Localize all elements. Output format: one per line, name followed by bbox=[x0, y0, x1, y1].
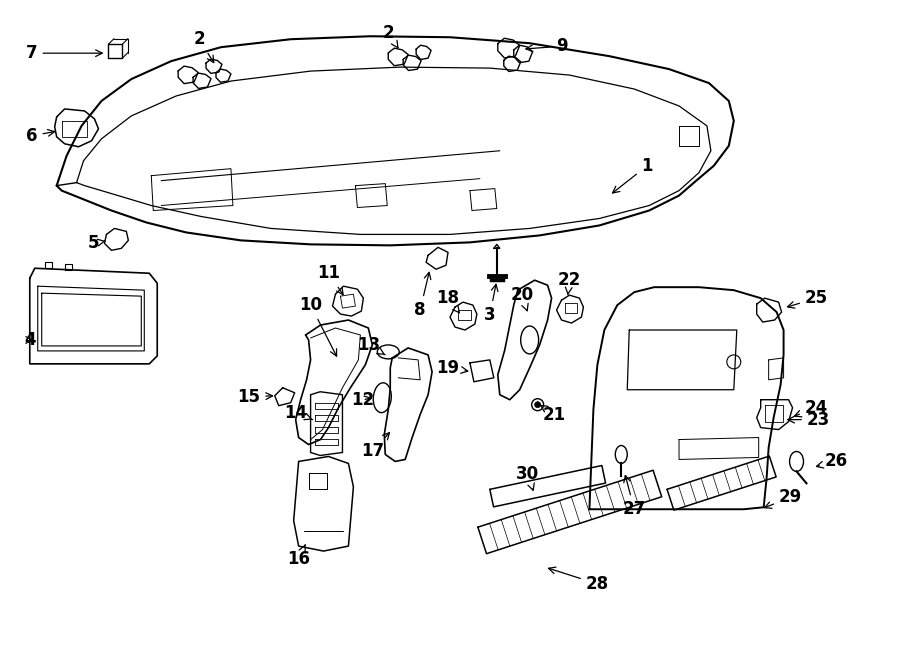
Text: 21: 21 bbox=[540, 405, 566, 424]
Text: 1: 1 bbox=[613, 157, 652, 193]
Text: 16: 16 bbox=[287, 545, 310, 568]
Text: 2: 2 bbox=[194, 30, 214, 63]
Text: 15: 15 bbox=[238, 388, 273, 406]
Text: 24: 24 bbox=[795, 399, 828, 417]
Text: 5: 5 bbox=[88, 235, 105, 253]
Text: 26: 26 bbox=[816, 452, 848, 471]
Text: 7: 7 bbox=[26, 44, 103, 62]
Text: 28: 28 bbox=[549, 567, 609, 593]
Text: 3: 3 bbox=[484, 284, 498, 324]
Text: 2: 2 bbox=[382, 24, 398, 48]
Text: 22: 22 bbox=[558, 271, 581, 295]
Text: 29: 29 bbox=[765, 488, 802, 508]
Text: 18: 18 bbox=[436, 289, 460, 313]
Text: 8: 8 bbox=[414, 272, 431, 319]
Text: 17: 17 bbox=[361, 433, 390, 461]
Text: 14: 14 bbox=[284, 404, 312, 422]
Text: 27: 27 bbox=[623, 475, 646, 518]
Text: 4: 4 bbox=[24, 331, 36, 349]
Ellipse shape bbox=[535, 402, 541, 408]
Text: 23: 23 bbox=[788, 410, 830, 428]
Text: 13: 13 bbox=[356, 336, 385, 355]
Text: 19: 19 bbox=[436, 359, 468, 377]
Text: 30: 30 bbox=[516, 465, 539, 490]
Ellipse shape bbox=[532, 399, 544, 410]
Text: 25: 25 bbox=[788, 289, 828, 308]
Text: 10: 10 bbox=[299, 296, 337, 356]
Text: 9: 9 bbox=[526, 37, 567, 56]
Text: 11: 11 bbox=[317, 264, 343, 295]
Text: 6: 6 bbox=[26, 127, 55, 145]
Text: 20: 20 bbox=[510, 286, 534, 311]
Text: 12: 12 bbox=[351, 391, 374, 408]
